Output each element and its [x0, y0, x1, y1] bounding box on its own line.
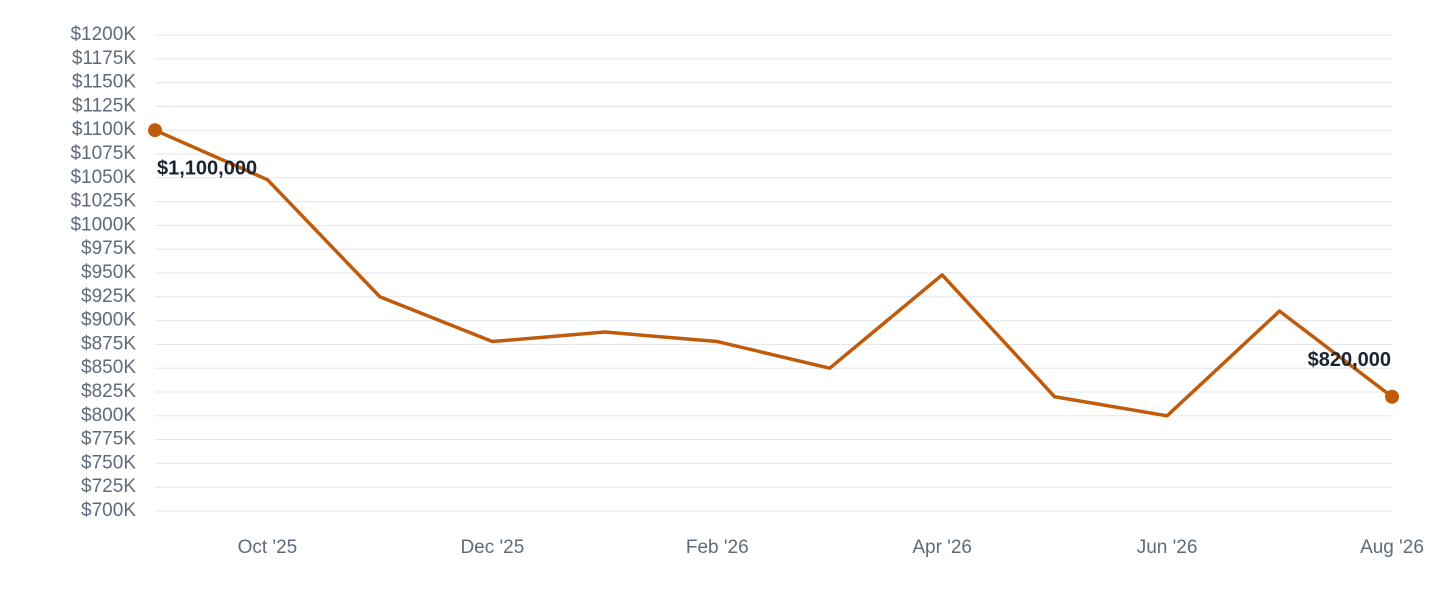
x-tick-label: Oct '25 [238, 537, 298, 558]
y-tick-label: $775K [81, 429, 136, 450]
y-tick-label: $1125K [72, 95, 136, 116]
x-tick-label: Jun '26 [1137, 537, 1198, 558]
y-tick-label: $1200K [70, 24, 136, 45]
x-tick-label: Feb '26 [686, 537, 749, 558]
y-tick-label: $800K [81, 405, 136, 426]
y-tick-label: $700K [81, 500, 136, 521]
y-tick-label: $1150K [72, 72, 136, 93]
y-tick-label: $1175K [72, 48, 136, 69]
y-tick-label: $1100K [72, 119, 136, 140]
x-tick-label: Apr '26 [912, 537, 972, 558]
y-tick-label: $725K [81, 476, 136, 497]
y-tick-label: $925K [81, 286, 136, 307]
y-tick-label: $1050K [70, 167, 136, 188]
x-tick-label: Aug '26 [1360, 537, 1424, 558]
y-tick-label: $1025K [70, 191, 136, 212]
point [1385, 389, 1399, 404]
y-tick-label: $975K [81, 238, 136, 259]
y-tick-label: $850K [81, 357, 136, 378]
y-tick-label: $900K [81, 310, 136, 331]
data-label: $1,100,000 [157, 157, 257, 179]
y-tick-label: $1000K [70, 214, 136, 235]
line [154, 128, 1394, 418]
y-tick-label: $950K [81, 262, 136, 283]
x-tick-label: Dec '25 [460, 537, 524, 558]
y-tick-label: $875K [81, 333, 136, 354]
y-tick-label: $750K [81, 452, 136, 473]
y-tick-label: $1075K [70, 143, 136, 164]
point [148, 123, 162, 138]
data-label: $820,000 [1308, 349, 1391, 371]
y-tick-label: $825K [81, 381, 136, 402]
